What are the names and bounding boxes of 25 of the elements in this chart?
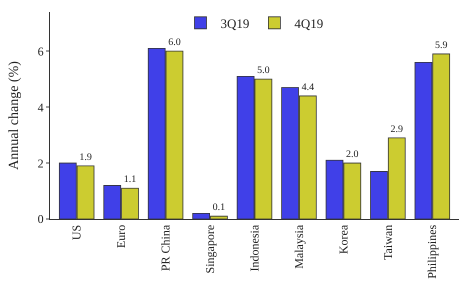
data-label: 2.9 [390,124,404,135]
data-label: 0.1 [212,202,226,214]
data-label: 1.9 [79,152,92,163]
x-tick-label: Malaysia [292,224,306,269]
y-tick-label: 0 [38,212,44,226]
data-label: 5.0 [257,65,270,76]
x-tick-label: Korea [336,224,350,254]
data-label: 2.0 [346,149,359,160]
y-tick-label: 4 [38,100,44,114]
x-tick-label: Singapore [202,224,217,274]
x-tick-label: PR China [158,224,172,272]
x-tick-label: Euro [114,224,128,248]
data-label: 5.9 [434,40,448,51]
data-label: 1.1 [124,174,136,186]
y-axis-title: Annual change (%) [7,60,22,170]
data-label: 4.4 [302,82,314,93]
x-tick-label: Indonesia [247,224,262,272]
y-tick-label: 2 [38,156,44,170]
y-tick-label: 6 [38,44,44,58]
x-tick-label: Taiwan [380,224,395,260]
x-tick-label: Philippines [425,224,440,279]
legend-label: 4Q19 [294,16,324,31]
legend-label: 3Q19 [220,16,250,31]
data-label: 6.0 [168,37,181,48]
x-tick-label: US [70,224,84,240]
